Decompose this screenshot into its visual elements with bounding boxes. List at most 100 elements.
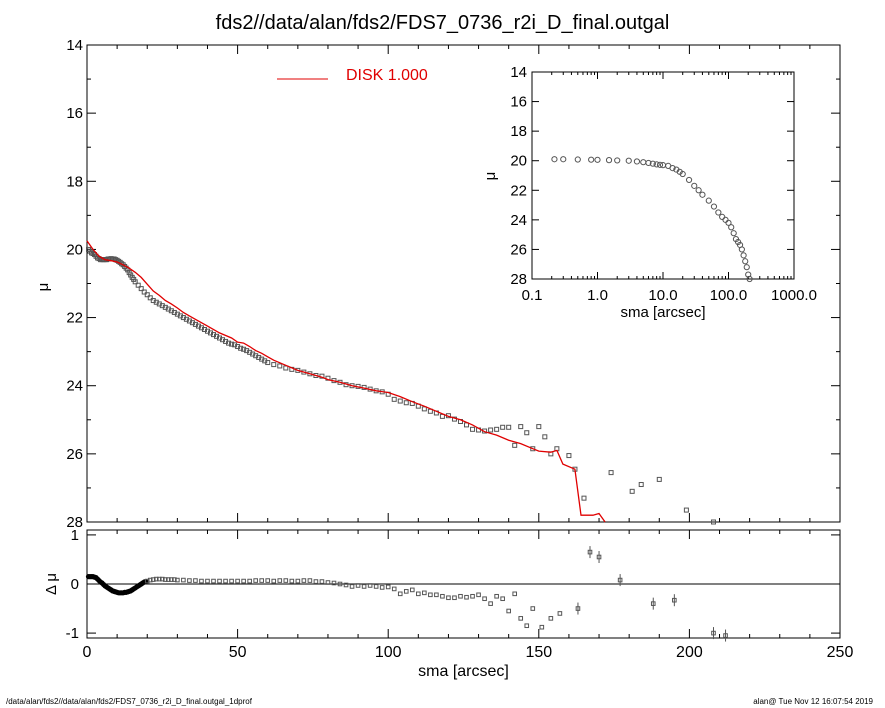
residual-y-tick-label: -1: [66, 625, 79, 642]
main-y-tick-label: 22: [66, 310, 83, 327]
residual-point: [428, 592, 433, 598]
residual-point: [295, 578, 301, 584]
residual-point: [175, 577, 180, 583]
inset-data-point: [728, 224, 735, 231]
main-y-tick-label: 28: [66, 514, 83, 531]
residual-point: [373, 584, 379, 589]
residual-point: [223, 578, 228, 584]
residual-point: [557, 611, 563, 616]
data-point: [141, 289, 147, 295]
residual-point: [241, 578, 246, 584]
x-tick-label: 0: [83, 644, 92, 661]
residual-point: [367, 583, 373, 588]
residual-point: [193, 578, 198, 583]
residual-point: [235, 578, 240, 584]
inset-panel: 14 16 18 20 22 24 26 280.1 1.0 10.0 100.0 1000.0 sma…: [482, 64, 817, 321]
data-point: [494, 426, 500, 432]
residual-point: [397, 591, 403, 597]
residual-y-tick-label: 0: [71, 576, 79, 593]
inset-data-point: [614, 157, 621, 164]
residual-point: [403, 589, 409, 594]
residual-point: [153, 576, 159, 582]
residual-y-tick-label: 1: [71, 527, 79, 544]
inset-data-point: [594, 156, 601, 163]
data-point: [524, 430, 530, 436]
inset-data-point: [746, 275, 753, 283]
data-point: [638, 482, 644, 488]
residual-point: [247, 578, 252, 584]
residual-point: [211, 578, 216, 584]
inset-data-point: [705, 197, 712, 204]
x-tick-label: 50: [229, 644, 247, 661]
residual-point: [422, 590, 427, 596]
residual-data-points: [85, 546, 728, 642]
residual-point: [163, 577, 168, 582]
residual-point: [494, 593, 499, 599]
residual-point: [166, 577, 171, 582]
residual-point: [181, 577, 186, 583]
residual-point: [229, 578, 234, 584]
inset-data-point: [574, 156, 581, 163]
residual-point: [277, 578, 283, 583]
chart-title: fds2//data/alan/fds2/FDS7_0736_r2i_D_fin…: [215, 12, 670, 34]
main-y-tick-label: 16: [66, 105, 83, 122]
residual-point: [416, 591, 421, 597]
data-point: [135, 282, 141, 288]
data-point: [144, 292, 150, 298]
data-point: [536, 424, 542, 430]
residual-point: [187, 578, 192, 583]
residual-point: [452, 595, 457, 601]
inset-data-point: [633, 158, 641, 165]
residual-point: [307, 578, 313, 583]
main-legend: DISK 1.000: [277, 67, 428, 84]
data-point: [518, 424, 524, 430]
residual-point: [259, 578, 264, 583]
residual-point: [500, 596, 505, 602]
data-point: [238, 345, 244, 351]
residual-point: [337, 581, 343, 587]
data-point: [265, 360, 271, 366]
data-point: [271, 362, 277, 368]
residual-point: [409, 587, 415, 593]
residual-point: [391, 586, 397, 592]
residual-point: [539, 624, 545, 630]
data-point: [512, 442, 518, 448]
residual-point: [217, 578, 222, 584]
residual-point: [325, 580, 331, 585]
residual-point: [144, 578, 150, 584]
main-panel: 14 16 18 20 22 24 26 28 μ: [35, 37, 841, 531]
data-point: [629, 488, 635, 494]
inset-data-point: [730, 230, 737, 237]
inset-y-tick-label: 22: [510, 182, 527, 199]
inset-data-point: [695, 187, 702, 194]
residual-point: [476, 592, 481, 598]
residual-point: [385, 584, 391, 590]
inset-data-point: [551, 156, 558, 163]
data-point: [138, 286, 144, 292]
residual-point: [548, 616, 554, 621]
data-point: [530, 446, 536, 452]
inset-y-tick-label: 26: [510, 241, 527, 258]
residual-point: [265, 578, 271, 583]
x-tick-label: 100: [375, 644, 402, 661]
data-point: [229, 341, 235, 347]
inset-data-point: [625, 157, 632, 164]
inset-y-tick-label: 24: [510, 212, 527, 229]
residual-y-axis-label: Δ μ: [43, 573, 60, 595]
residual-point: [289, 578, 295, 584]
residual-point: [530, 606, 536, 611]
data-point: [277, 363, 283, 369]
residual-point: [349, 584, 355, 589]
inset-data-point: [679, 170, 686, 178]
inset-data-point: [588, 156, 595, 163]
residual-point: [506, 608, 511, 614]
data-point: [710, 519, 716, 525]
inset-x-tick-label: 10.0: [648, 287, 677, 304]
data-point: [506, 424, 512, 430]
inset-frame: [531, 71, 795, 280]
inset-data-point: [669, 165, 676, 172]
inset-data-point: [685, 176, 693, 184]
residual-point: [524, 623, 530, 629]
inset-data-point: [740, 252, 747, 259]
